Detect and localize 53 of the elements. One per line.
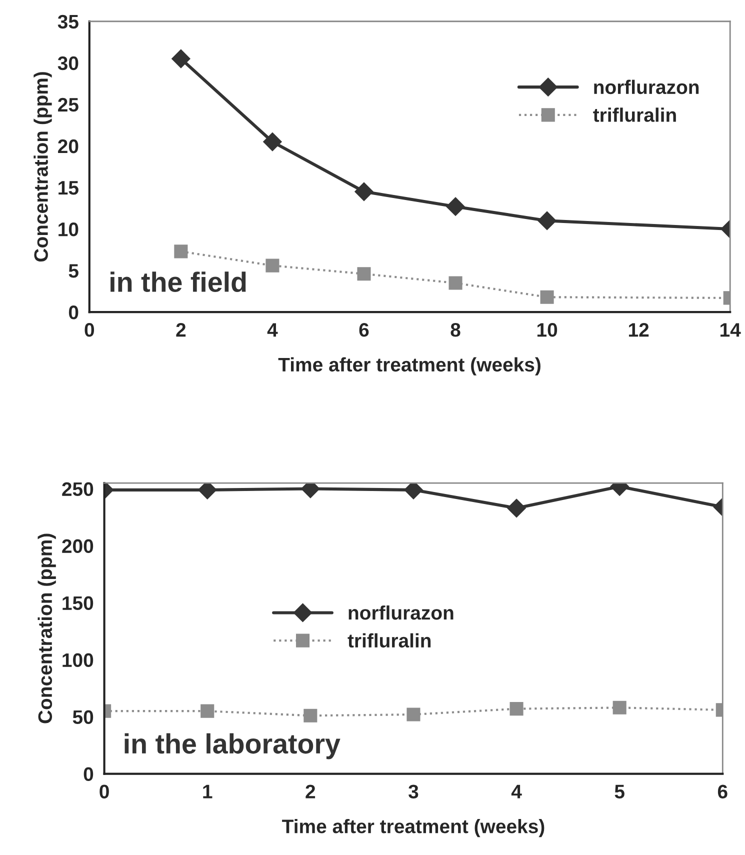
y-tick-label: 30 [58,56,78,70]
x-axis-title: Time after treatment (weeks) [278,357,540,376]
y-tick-label: 100 [62,653,94,668]
y-tick-label: 20 [58,139,78,154]
point [510,702,524,716]
point [446,197,465,216]
y-tick-label: 15 [58,181,78,195]
legend-label: norflurazon [348,605,454,620]
x-tick-label: 8 [450,323,460,337]
point [172,49,190,68]
x-tick-label: 4 [267,323,278,337]
y-axis-title: Concentration (ppm) [38,534,56,724]
x-tick-label: 10 [537,323,558,337]
point [448,276,462,290]
y-tick-label: 0 [68,306,78,320]
y-tick-label: 50 [72,710,94,724]
legend-label: trifluralin [593,108,676,122]
y-axis-title: Concentration (ppm) [34,72,52,262]
x-tick-label: 12 [628,323,649,337]
point [266,258,280,272]
legend-label: trifluralin [348,633,431,648]
point [354,182,374,201]
x-tick-label: 0 [100,784,109,798]
legend-label: norflurazon [594,80,699,94]
y-tick-label: 10 [58,222,78,236]
x-axis-title: Time after treatment (weeks) [282,818,544,838]
point [263,132,282,152]
point [174,244,188,258]
annotation: in the laboratory [124,733,340,760]
point [304,708,318,722]
point [406,708,420,722]
point [404,483,423,500]
point [538,211,556,230]
x-tick-label: 2 [176,323,186,337]
point [540,290,554,304]
x-tick-label: 2 [306,784,316,798]
y-tick-label: 250 [62,482,94,496]
x-tick-label: 1 [203,784,212,798]
point [507,498,526,518]
y-tick-label: 200 [62,539,94,554]
y-tick-label: 0 [84,767,94,782]
annotation: in the field [110,272,246,292]
x-tick-label: 4 [511,784,522,798]
x-tick-label: 6 [359,323,369,337]
y-tick-label: 35 [58,14,78,29]
point [357,267,371,281]
y-tick-label: 25 [58,98,78,112]
x-tick-label: 14 [720,323,741,337]
x-tick-label: 5 [614,784,624,798]
y-tick-label: 5 [68,264,78,278]
y-tick-label: 150 [62,596,94,610]
x-tick-label: 6 [718,784,728,798]
x-tick-label: 3 [408,784,418,798]
